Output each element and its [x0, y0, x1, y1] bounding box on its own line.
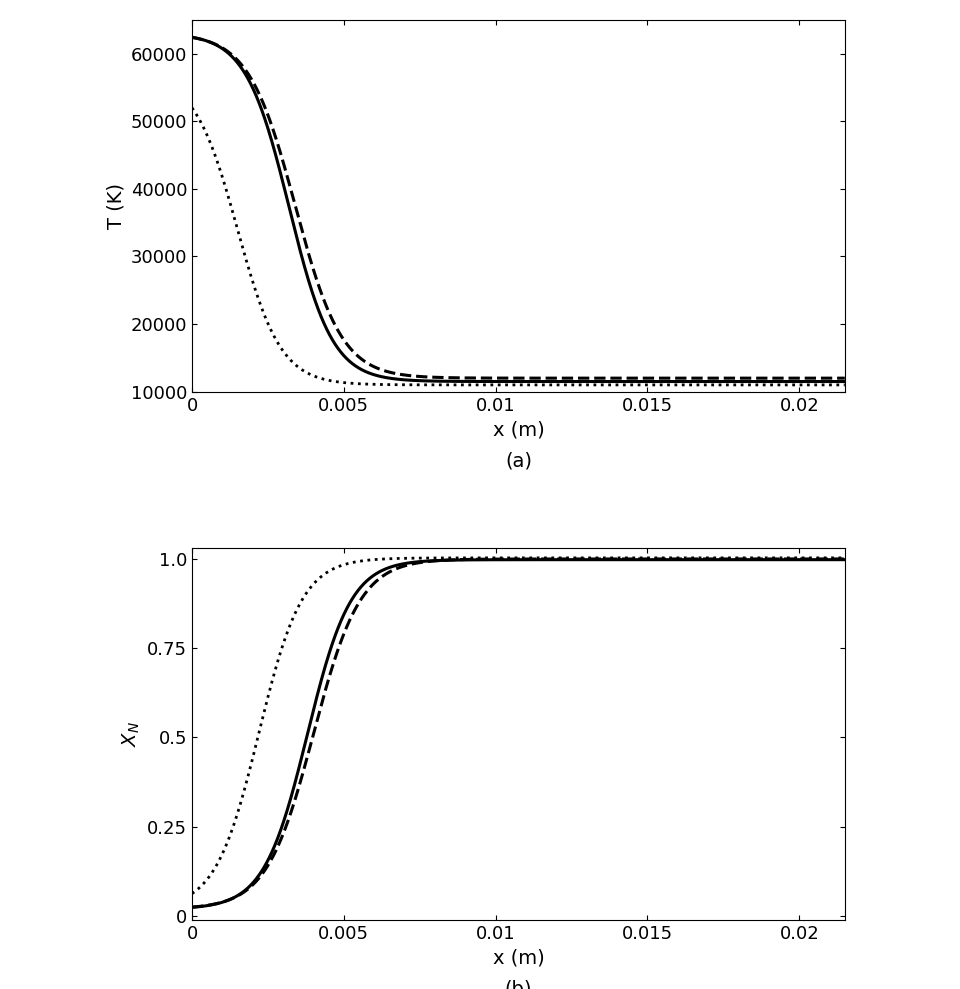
Y-axis label: T (K): T (K) [107, 183, 125, 228]
X-axis label: x (m): x (m) [492, 420, 544, 439]
Text: (a): (a) [505, 451, 532, 470]
Text: (b): (b) [505, 979, 532, 989]
X-axis label: x (m): x (m) [492, 948, 544, 967]
Y-axis label: $X_N$: $X_N$ [120, 721, 141, 747]
